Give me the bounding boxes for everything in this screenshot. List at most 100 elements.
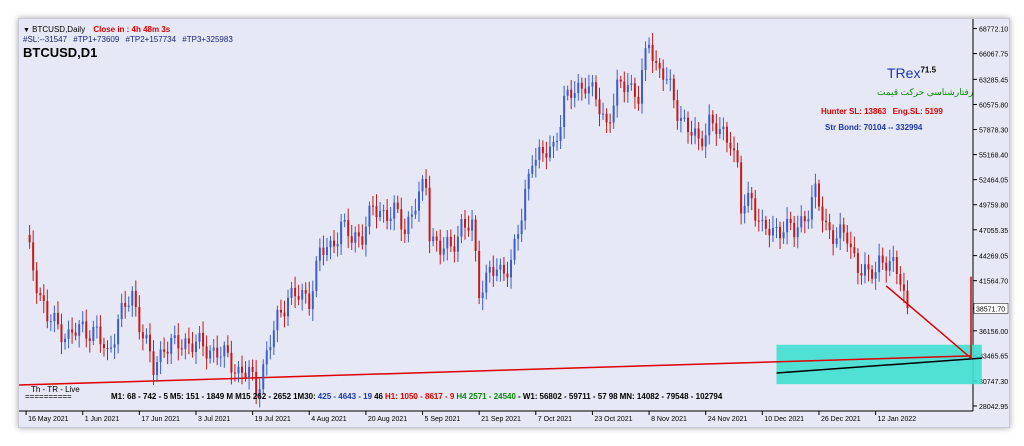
y-tick-label: 68772.10	[979, 27, 1008, 34]
bear-candle	[895, 256, 898, 274]
bull-candle	[336, 244, 339, 247]
bear-candle	[371, 205, 374, 207]
bull-candle	[863, 264, 866, 276]
bull-candle	[499, 264, 502, 270]
current-price-tag	[973, 303, 1009, 314]
tr-live-dashes: ==========	[25, 392, 72, 401]
bear-candle	[832, 230, 835, 244]
x-tick-label: 5 Sep 2021	[425, 416, 461, 423]
bear-candle	[584, 88, 587, 94]
bull-candle	[538, 146, 541, 160]
bear-candle	[322, 247, 325, 256]
x-tick-label: 23 Oct 2021	[594, 416, 632, 423]
bear-candle	[793, 222, 796, 238]
bull-candle	[173, 335, 176, 338]
bull-candle	[669, 78, 672, 80]
x-tick-label: 8 Nov 2021	[651, 416, 687, 423]
y-tick-label: 55168.40	[979, 153, 1008, 160]
timeframe-stat: - W1:	[517, 392, 538, 401]
x-tick-label: 16 May 2021	[28, 416, 69, 423]
brand-name: TRex	[887, 65, 921, 81]
bull-candle	[417, 191, 420, 211]
bear-candle	[187, 338, 190, 344]
bear-candle	[467, 227, 470, 231]
bull-candle	[683, 117, 686, 119]
bear-candle	[347, 219, 350, 237]
timeframe-stat: M15 262 - 2652	[235, 392, 292, 401]
bear-candle	[885, 262, 888, 271]
timeframe-stat: H1: 1050 - 8617 - 9	[384, 392, 455, 401]
bear-candle	[846, 232, 849, 244]
bear-candle	[662, 68, 665, 80]
bear-candle	[899, 273, 902, 285]
bear-candle	[478, 250, 481, 299]
x-tick-label: 17 Jun 2021	[141, 416, 180, 423]
bear-candle	[205, 346, 208, 359]
bear-candle	[541, 146, 544, 154]
timeframe-stats: M1: 68 - 742 - 5 M5: 151 - 1849 M M15 262 …	[111, 392, 724, 401]
bear-candle	[619, 79, 622, 82]
bear-candle	[637, 96, 640, 104]
bull-candle	[626, 84, 629, 93]
bull-candle	[170, 337, 173, 354]
bear-candle	[842, 224, 845, 233]
chart-header: ▼ BTCUSD,Daily Close in : 4h 48m 3s	[23, 25, 170, 34]
bull-candle	[665, 79, 668, 81]
timeframe-stat: 46	[374, 392, 383, 401]
bull-candle	[276, 309, 279, 331]
bull-candle	[269, 347, 272, 351]
bull-candle	[722, 126, 725, 130]
bull-candle	[524, 188, 527, 221]
bear-candle	[428, 187, 431, 242]
bull-candle	[325, 247, 328, 256]
dropdown-arrow-icon[interactable]: ▼	[23, 27, 30, 34]
x-tick-label: 19 Jul 2021	[255, 416, 291, 423]
bull-candle	[159, 349, 162, 363]
sl-info: Hunter SL: 13863 Eng.SL: 5199	[821, 107, 943, 116]
bear-candle	[871, 269, 874, 279]
bear-candle	[375, 206, 378, 218]
bull-candle	[548, 146, 551, 158]
bear-candle	[138, 307, 141, 333]
bear-candle	[449, 236, 452, 247]
bear-candle	[233, 372, 236, 374]
bear-candle	[853, 247, 856, 254]
bull-candle	[552, 141, 555, 147]
y-tick-label: 52464.05	[979, 178, 1008, 185]
str-bond: Str Bond: 70104 -- 332994	[825, 123, 923, 132]
bear-candle	[425, 179, 428, 188]
bear-candle	[439, 240, 442, 255]
bear-candle	[803, 216, 806, 222]
bull-candle	[534, 159, 537, 166]
bull-candle	[814, 183, 817, 198]
bull-candle	[708, 114, 711, 136]
y-tick-label: 28042.95	[979, 404, 1008, 411]
price-chart[interactable]: 68772.10 66067.75 63285.45 60575.80 57878.30…	[19, 19, 1009, 427]
bull-candle	[78, 324, 81, 336]
timeframe-stat: 98	[608, 392, 618, 401]
y-tick-label: 47055.35	[979, 228, 1008, 235]
bull-candle	[393, 202, 396, 219]
bull-candle	[807, 219, 810, 222]
x-tick-label: 20 Aug 2021	[368, 416, 407, 423]
current-price-label: 38571.70	[976, 306, 1005, 313]
bear-candle	[725, 126, 728, 143]
bear-candle	[733, 148, 736, 151]
tp2-value: #TP2+157734	[125, 35, 177, 44]
bull-candle	[421, 179, 424, 192]
bear-candle	[56, 312, 59, 325]
tr-live-label: Th - TR - Live	[31, 385, 80, 394]
bear-candle	[202, 332, 205, 347]
bull-candle	[265, 350, 268, 365]
bear-candle	[701, 138, 704, 147]
x-tick-label: 10 Dec 2021	[764, 416, 804, 423]
bear-candle	[71, 329, 74, 333]
bear-candle	[102, 344, 105, 349]
bear-candle	[757, 220, 760, 222]
bull-candle	[120, 302, 123, 320]
bull-candle	[771, 227, 774, 236]
bull-candle	[573, 93, 576, 98]
bull-candle	[131, 290, 134, 306]
zone-trend-line	[776, 357, 982, 374]
bull-candle	[262, 364, 265, 390]
